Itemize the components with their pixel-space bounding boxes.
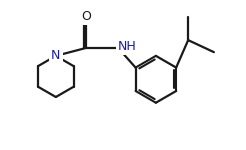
Text: N: N — [51, 49, 61, 62]
Text: O: O — [81, 10, 91, 23]
Text: NH: NH — [118, 40, 137, 53]
